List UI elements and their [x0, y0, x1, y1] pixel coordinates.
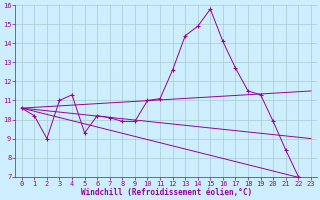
- X-axis label: Windchill (Refroidissement éolien,°C): Windchill (Refroidissement éolien,°C): [81, 188, 252, 197]
